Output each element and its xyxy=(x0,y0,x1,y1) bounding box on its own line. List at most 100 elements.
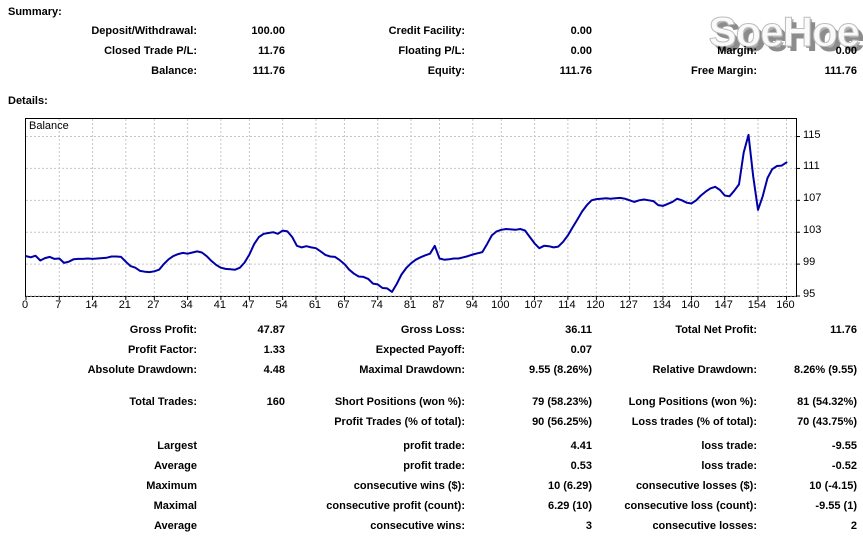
x-axis-label: 54 xyxy=(275,299,288,311)
details-cell-value: 47.87 xyxy=(257,324,285,336)
details-cell-label: Gross Loss: xyxy=(400,324,465,336)
details-table: Gross Profit: 47.87 Gross Loss: 36.11 Total … xyxy=(0,320,857,536)
details-cell-label: Maximal xyxy=(153,500,197,512)
details-cell-value: 8.26% (9.55) xyxy=(794,364,857,376)
details-cell-value: 1.33 xyxy=(263,344,285,356)
summary-cell-value: 0.00 xyxy=(835,45,857,57)
y-axis-label: 115 xyxy=(803,128,821,141)
summary-cell-label: Deposit/Withdrawal: xyxy=(91,25,197,37)
details-cell-value: 0.53 xyxy=(570,460,592,472)
details-cell-value xyxy=(197,412,285,432)
details-cell-value: 79 (58.23%) xyxy=(532,396,592,408)
x-axis-label: 7 xyxy=(55,299,62,311)
details-cell-value: 90 (56.25%) xyxy=(532,416,592,428)
x-axis-label: 47 xyxy=(242,299,255,311)
x-axis-label: 74 xyxy=(370,299,383,311)
summary-cell-value xyxy=(757,21,857,41)
x-axis-label: 107 xyxy=(524,299,543,311)
details-cell-value: -9.55 xyxy=(831,440,857,452)
details-cell-value: -9.55 (1) xyxy=(815,500,857,512)
summary-cell-value: 0.00 xyxy=(570,45,592,57)
x-axis-label: 81 xyxy=(403,299,417,311)
details-cell-value: 9.55 (8.26%) xyxy=(529,364,592,376)
x-axis-label: 34 xyxy=(180,299,193,311)
summary-cell-label: Floating P/L: xyxy=(398,45,465,57)
details-cell-value: 11.76 xyxy=(830,324,857,336)
x-axis-label: 27 xyxy=(147,299,160,311)
x-axis-label: 114 xyxy=(558,299,576,311)
details-cell-value: 160 xyxy=(266,396,285,408)
details-cell-value: 6.29 (10) xyxy=(547,500,592,512)
details-cell-label: profit trade: xyxy=(403,460,465,472)
summary-cell-label: Closed Trade P/L: xyxy=(104,45,197,57)
x-axis-label: 67 xyxy=(337,299,350,311)
details-cell-label: profit trade: xyxy=(403,440,465,452)
summary-cell-value: 111.76 xyxy=(559,65,592,77)
details-cell-label: Profit Trades (% of total): xyxy=(334,416,465,428)
y-axis-label: 107 xyxy=(803,192,822,205)
details-cell-value xyxy=(197,476,285,496)
details-cell-label: consecutive profit (count): xyxy=(326,500,465,512)
details-cell-value: 4.48 xyxy=(263,364,285,376)
summary-cell-value: 0.00 xyxy=(570,25,592,37)
x-axis-label: 120 xyxy=(586,299,605,311)
details-cell-label: consecutive wins: xyxy=(370,520,465,532)
x-axis-label: 21 xyxy=(118,299,131,311)
summary-cell-label xyxy=(592,21,757,41)
details-cell-label: Gross Profit: xyxy=(129,324,197,336)
details-cell-value: 4.41 xyxy=(570,440,592,452)
summary-cell-value: 100.00 xyxy=(251,25,285,37)
details-cell-value: 81 (54.32%) xyxy=(797,396,857,408)
details-cell-label: Maximum xyxy=(146,480,197,492)
details-cell-label: Total Trades: xyxy=(129,396,197,408)
details-cell-label: loss trade: xyxy=(701,460,757,472)
x-axis-label: 100 xyxy=(491,299,510,311)
watermark-logo: SoeHoe xyxy=(708,8,860,56)
x-axis-label: 154 xyxy=(747,299,767,311)
details-cell-value xyxy=(197,436,285,456)
x-axis-label: 140 xyxy=(681,299,700,311)
x-axis-label: 94 xyxy=(465,299,478,311)
details-cell-label: Short Positions (won %): xyxy=(334,396,465,408)
details-cell-value: 10 (-4.15) xyxy=(809,480,857,492)
details-cell-value: 0.07 xyxy=(570,344,592,356)
details-cell-value: 36.11 xyxy=(565,324,592,336)
details-cell-label: Expected Payoff: xyxy=(375,344,465,356)
summary-heading: Summary: xyxy=(8,6,62,18)
summary-cell-label: Margin: xyxy=(717,45,757,57)
details-cell-label: Total Net Profit: xyxy=(675,324,757,336)
x-axis-label: 14 xyxy=(85,299,98,311)
details-cell-label: Maximal Drawdown: xyxy=(359,364,465,376)
details-cell-label: Long Positions (won %): xyxy=(628,396,757,408)
x-axis-label: 0 xyxy=(21,299,29,311)
details-heading: Details: xyxy=(8,95,48,107)
chart-title: Balance xyxy=(29,120,69,132)
y-axis-label: 103 xyxy=(803,224,822,237)
details-cell-label xyxy=(592,340,757,360)
details-cell-value xyxy=(197,496,285,516)
details-cell-label: Absolute Drawdown: xyxy=(87,364,197,376)
details-cell-label: consecutive losses ($): xyxy=(635,480,757,492)
details-cell-gap xyxy=(0,380,857,392)
details-cell-label: consecutive losses: xyxy=(652,520,757,532)
y-axis-label: 111 xyxy=(803,160,820,173)
x-axis-label: 87 xyxy=(432,299,445,311)
details-cell-label: Relative Drawdown: xyxy=(652,364,757,376)
summary-cell-label: Equity: xyxy=(427,65,465,77)
details-cell-value: -0.52 xyxy=(831,460,857,472)
x-axis-label: 41 xyxy=(213,299,226,311)
details-cell-value: 2 xyxy=(850,520,857,532)
x-axis-label: 134 xyxy=(652,299,672,311)
summary-cell-value: 111.76 xyxy=(252,65,285,77)
summary-cell-label: Credit Facility: xyxy=(388,25,465,37)
summary-cell-value: 111.76 xyxy=(824,65,857,77)
details-cell-label: Loss trades (% of total): xyxy=(631,416,757,428)
details-cell-value xyxy=(757,340,857,360)
details-cell-label: Profit Factor: xyxy=(127,344,197,356)
details-cell-value: 3 xyxy=(585,520,592,532)
details-cell-label: loss trade: xyxy=(701,440,757,452)
details-cell-value: 70 (43.75%) xyxy=(797,416,857,428)
details-cell-label: Largest xyxy=(157,440,197,452)
balance-chart: Balance xyxy=(25,118,800,300)
details-cell-label xyxy=(0,412,197,432)
